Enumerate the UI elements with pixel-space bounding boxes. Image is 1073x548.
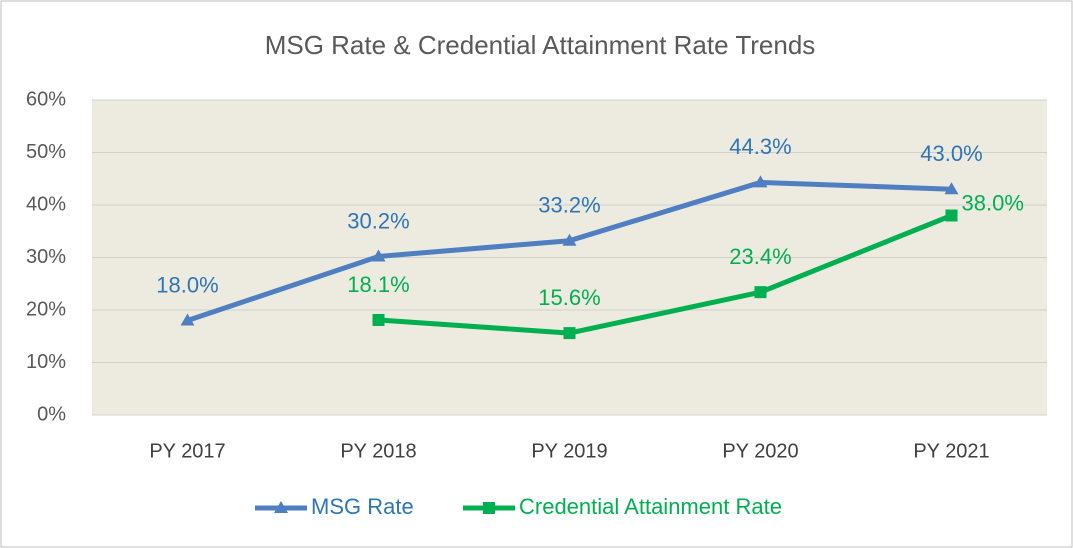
y-tick-label: 40%: [26, 193, 66, 215]
data-label: 30.2%: [347, 208, 409, 233]
marker: [753, 175, 768, 188]
x-tick-label: PY 2020: [722, 440, 798, 462]
y-tick-label: 0%: [37, 403, 66, 425]
marker: [562, 233, 577, 246]
legend-label: Credential Attainment Rate: [519, 494, 782, 519]
y-tick-label: 20%: [26, 298, 66, 320]
y-tick-label: 60%: [26, 88, 66, 110]
data-label: 23.4%: [729, 244, 791, 269]
data-label: 15.6%: [538, 285, 600, 310]
x-tick-label: PY 2018: [340, 440, 416, 462]
chart-title: MSG Rate & Credential Attainment Rate Tr…: [265, 30, 816, 60]
legend-marker: [483, 502, 495, 514]
marker: [180, 313, 195, 326]
data-label: 38.0%: [962, 190, 1024, 215]
data-label: 33.2%: [538, 193, 600, 218]
marker: [945, 209, 958, 222]
marker: [372, 313, 385, 326]
series-line: [378, 213, 953, 336]
marker: [371, 249, 386, 262]
data-label: 43.0%: [920, 141, 982, 166]
y-tick-label: 10%: [26, 351, 66, 373]
legend-marker: [274, 501, 288, 513]
marker: [754, 286, 767, 299]
data-label: 18.0%: [156, 272, 218, 297]
y-tick-label: 50%: [26, 141, 66, 163]
legend-label: MSG Rate: [311, 494, 414, 519]
y-tick-label: 30%: [26, 246, 66, 268]
x-tick-label: PY 2019: [531, 440, 607, 462]
marker: [944, 182, 959, 195]
marker: [563, 327, 576, 340]
x-tick-label: PY 2017: [149, 440, 225, 462]
data-label: 18.1%: [347, 272, 409, 297]
data-label: 44.3%: [729, 134, 791, 159]
x-tick-label: PY 2021: [913, 440, 989, 462]
